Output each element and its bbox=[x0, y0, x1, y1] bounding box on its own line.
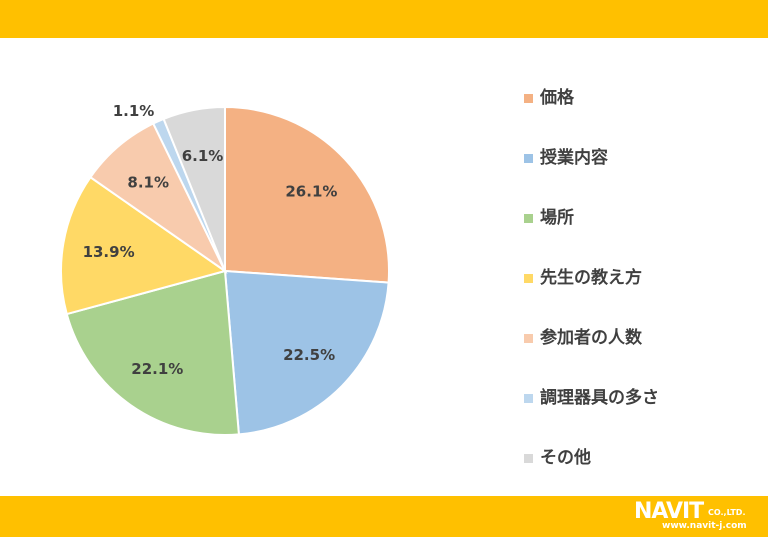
legend-label: 調理器具の多さ bbox=[540, 388, 659, 408]
legend-swatch bbox=[524, 214, 533, 223]
logo-url: www.navit-j.com bbox=[662, 521, 747, 531]
logo-mark: NAVIT bbox=[634, 499, 704, 524]
legend-swatch bbox=[524, 274, 533, 283]
slice-data-label: 13.9% bbox=[83, 243, 135, 261]
legend-label: その他 bbox=[540, 448, 591, 468]
legend-swatch bbox=[524, 394, 533, 403]
pie-slice bbox=[224, 105, 390, 284]
logo-company-suffix: CO.,LTD. bbox=[708, 508, 746, 517]
slice-data-label: 26.1% bbox=[285, 183, 337, 201]
legend-swatch bbox=[524, 94, 533, 103]
legend-swatch bbox=[524, 154, 533, 163]
navit-logo: NAVIT CO.,LTD. www.navit-j.com bbox=[634, 500, 762, 534]
legend-swatch bbox=[524, 454, 533, 463]
slice-data-label: 22.1% bbox=[131, 360, 183, 378]
pie-slice bbox=[223, 269, 390, 436]
legend-label: 授業内容 bbox=[540, 148, 608, 168]
slice-data-label: 1.1% bbox=[113, 102, 155, 120]
bottom-banner bbox=[0, 496, 768, 537]
slice-data-label: 8.1% bbox=[127, 173, 169, 191]
legend-label: 参加者の人数 bbox=[540, 328, 642, 348]
pie-slice bbox=[162, 105, 226, 272]
legend-label: 場所 bbox=[540, 208, 574, 228]
legend-label: 先生の教え方 bbox=[540, 268, 642, 288]
pie-slice bbox=[60, 175, 228, 316]
slice-data-label: 22.5% bbox=[283, 346, 335, 364]
legend-label: 価格 bbox=[540, 88, 574, 108]
pie-slice bbox=[65, 269, 240, 436]
legend-swatch bbox=[524, 334, 533, 343]
top-banner bbox=[0, 0, 768, 38]
slice-data-label: 6.1% bbox=[182, 147, 224, 165]
